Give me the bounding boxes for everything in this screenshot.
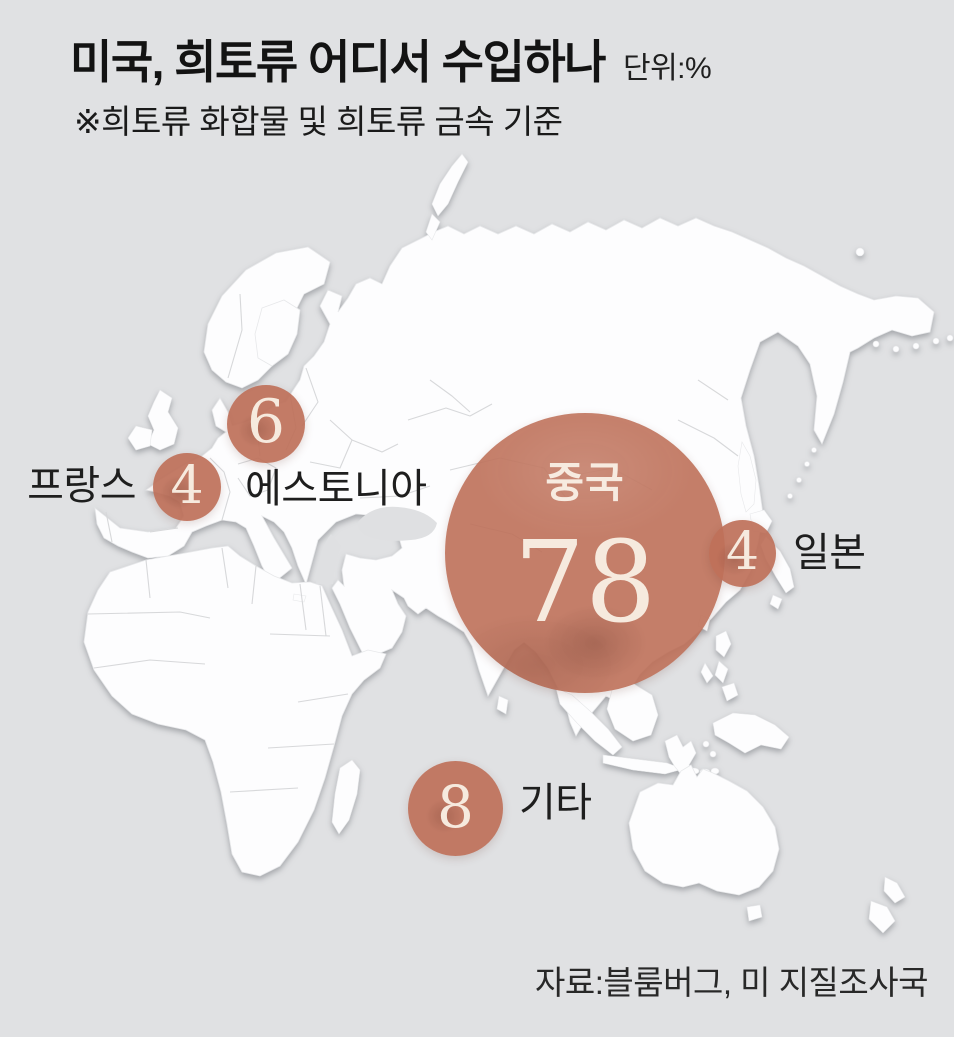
madagascar-island — [331, 759, 361, 835]
novaya-zemlya-island — [431, 153, 469, 217]
finland-landmass — [254, 299, 301, 367]
ireland-island — [127, 425, 153, 451]
chart-subtitle: ※희토류 화합물 및 희토류 금속 기준 — [74, 103, 563, 140]
borneo-island — [606, 683, 659, 742]
country-label-france: 프랑스 — [27, 464, 136, 508]
unit-label: 단위:% — [622, 52, 712, 85]
chart-header: 미국, 희토류 어디서 수입하나 단위:% — [70, 26, 712, 92]
bubble-estonia-value: 6 — [246, 387, 286, 457]
sumatra-island — [555, 687, 623, 756]
bubble-france: 4 — [153, 453, 221, 521]
country-label-others: 기타 — [519, 781, 592, 825]
bubble-china: 중국 78 — [445, 413, 725, 693]
source-credit: 자료:블룸버그, 미 지질조사국 — [535, 964, 929, 1001]
bubble-china-label: 중국 — [545, 459, 625, 506]
tasmania-island — [746, 904, 763, 922]
bubble-france-value: 4 — [170, 455, 204, 516]
sri-lanka-island — [496, 695, 509, 715]
maluku-islands — [702, 740, 717, 758]
kyushu-island — [769, 594, 783, 610]
country-label-estonia: 에스토니아 — [245, 467, 427, 511]
new-zealand-north-island — [883, 876, 906, 904]
new-guinea-island — [712, 712, 790, 754]
chart-title: 미국, 희토류 어디서 수입하나 — [70, 36, 606, 88]
sakhalin-island — [737, 441, 757, 513]
bubble-japan-value: 4 — [725, 522, 760, 582]
aegean-sea — [316, 534, 341, 584]
bubble-china-value: 78 — [513, 518, 657, 648]
bubble-others-value: 8 — [437, 772, 474, 841]
java-island — [602, 754, 684, 775]
bubble-others: 8 — [408, 761, 503, 856]
country-label-japan: 일본 — [793, 531, 866, 575]
bubble-estonia: 6 — [227, 385, 305, 463]
wrangel-island — [855, 247, 865, 257]
kuril-islands — [787, 447, 817, 499]
australia-landmass — [628, 764, 780, 896]
philippines-islands — [700, 630, 739, 702]
black-sea — [357, 506, 437, 541]
new-zealand-south-island — [868, 900, 896, 934]
bubble-japan: 4 — [709, 520, 776, 587]
africa-landmass — [83, 545, 387, 877]
great-britain-island — [147, 389, 179, 451]
novaya-zemlya-south — [425, 213, 441, 241]
aleutian-islands — [872, 334, 954, 353]
